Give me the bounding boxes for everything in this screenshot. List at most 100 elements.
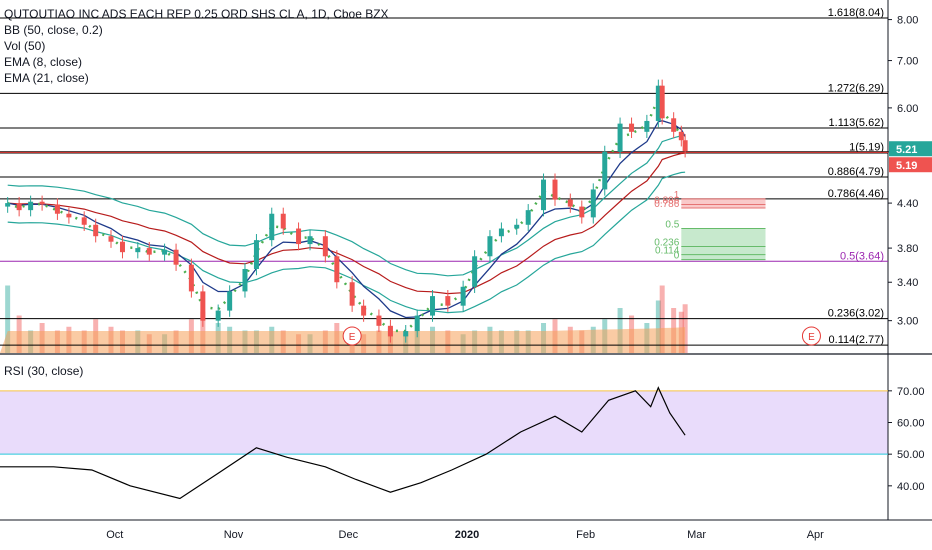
- candle-body: [322, 236, 328, 257]
- last-price-tag: [889, 141, 932, 157]
- rsi-line: [0, 386, 686, 500]
- indicator-ema-21[interactable]: EMA (21, close): [4, 71, 89, 85]
- candle-body: [200, 291, 206, 321]
- candle-body: [498, 228, 504, 237]
- candle-body: [253, 240, 259, 269]
- chart-legend: QUTOUTIAO INC ADS EACH REP 0.25 ORD SHS …: [4, 6, 389, 86]
- time-axis-label: Apr: [807, 529, 824, 541]
- price-tick-label: 3.00: [897, 316, 918, 328]
- mini-fib-zone-red: [681, 198, 766, 209]
- volume-bar: [5, 285, 11, 353]
- candle-body: [629, 123, 635, 132]
- volume-bar: [682, 304, 688, 353]
- price-tick-label: 7.00: [897, 56, 918, 68]
- candle-body: [135, 248, 141, 253]
- candle-body: [678, 131, 684, 141]
- fib-level-label: 1(5.19): [849, 141, 884, 153]
- candle-body: [119, 241, 125, 253]
- candle-body: [361, 305, 367, 316]
- rsi-legend[interactable]: RSI (30, close): [4, 364, 84, 378]
- fib-level-label: 0.786(4.46): [828, 188, 884, 200]
- candle-body: [590, 189, 596, 218]
- mini-fib-label: 0.236: [654, 237, 679, 248]
- candle-body: [81, 217, 87, 225]
- fib-level-label: 0.236(3.02): [828, 308, 884, 320]
- rsi-tick-label: 70.00: [897, 386, 925, 398]
- candle-body: [188, 264, 194, 292]
- candle-body: [671, 118, 677, 132]
- rsi-tick-label: 60.00: [897, 418, 925, 430]
- candle-body: [567, 199, 573, 207]
- candle-body: [487, 236, 493, 257]
- volume-bar: [655, 300, 661, 353]
- indicator-bb[interactable]: BB (50, close, 0.2): [4, 23, 103, 37]
- prev-price-label: 5.19: [896, 160, 917, 172]
- candle-body: [655, 85, 661, 121]
- candle-body: [430, 296, 436, 316]
- candle-body: [54, 204, 60, 214]
- candle-body: [173, 249, 179, 265]
- candle-body: [414, 315, 420, 332]
- candle-body: [682, 140, 688, 152]
- price-tick-label: 4.40: [897, 198, 918, 210]
- mini-fib-label: 0.886: [654, 195, 679, 206]
- candle-body: [472, 256, 478, 287]
- candle-body: [93, 224, 99, 237]
- candle-body: [215, 310, 221, 321]
- candle-body: [514, 224, 520, 229]
- earnings-marker-icon: [801, 326, 821, 346]
- time-axis-label: Dec: [339, 529, 359, 541]
- rsi-band: [0, 390, 888, 455]
- fib-level-label: 0.886(4.79): [828, 166, 884, 178]
- fib-level-label: 0.114(2.77): [829, 334, 884, 346]
- time-axis-label: Mar: [687, 529, 706, 541]
- indicator-volume[interactable]: Vol (50): [4, 39, 46, 53]
- candle-body: [403, 331, 409, 337]
- candle-body: [659, 85, 665, 119]
- time-axis-label: Oct: [106, 529, 123, 541]
- candle-body: [376, 315, 382, 326]
- candle-body: [28, 201, 34, 211]
- earnings-marker-label: E: [349, 332, 356, 343]
- symbol-title: QUTOUTIAO INC ADS EACH REP 0.25 ORD SHS …: [4, 7, 389, 21]
- candle-body: [445, 296, 451, 306]
- volume-bar: [659, 285, 665, 353]
- fib-level-label: 1.272(6.29): [828, 82, 884, 94]
- candle-body: [307, 236, 313, 245]
- candle-body: [5, 203, 11, 207]
- earnings-marker-icon: [342, 326, 362, 346]
- indicator-ema-8[interactable]: EMA (8, close): [4, 55, 83, 69]
- candle-body: [387, 325, 393, 337]
- earnings-marker-label: E: [808, 332, 815, 343]
- candle-body: [296, 228, 302, 245]
- fib-level-label: 1.113(5.62): [829, 117, 884, 129]
- candle-body: [525, 210, 531, 225]
- candle-body: [16, 203, 22, 211]
- candle-body: [617, 123, 623, 152]
- bb-lower-band: [7, 171, 686, 314]
- candle-body: [146, 248, 152, 255]
- fib-level-label: 1.618(8.04): [828, 7, 884, 19]
- price-tick-label: 8.00: [897, 15, 918, 27]
- candle-body: [349, 282, 355, 306]
- candle-body: [280, 213, 286, 229]
- mini-fib-label: 0.114: [655, 246, 680, 257]
- price-tick-label: 3.40: [897, 277, 918, 289]
- candle-body: [644, 120, 650, 132]
- candle-body: [227, 291, 233, 311]
- candle-body: [602, 151, 608, 190]
- candle-body: [242, 268, 248, 292]
- mini-fib-label: 0: [674, 251, 680, 262]
- candle-body: [269, 213, 275, 241]
- fib-level-label: 0.5(3.64): [840, 250, 884, 262]
- mini-fib-label: 1: [674, 190, 680, 201]
- mini-fib-label: 0.5: [665, 220, 679, 231]
- candle-body: [108, 236, 114, 242]
- candle-body: [39, 201, 45, 205]
- bb-basis: [7, 152, 686, 295]
- candle-body: [66, 213, 72, 218]
- last-price-label: 5.21: [896, 144, 917, 156]
- candle-body: [162, 249, 168, 255]
